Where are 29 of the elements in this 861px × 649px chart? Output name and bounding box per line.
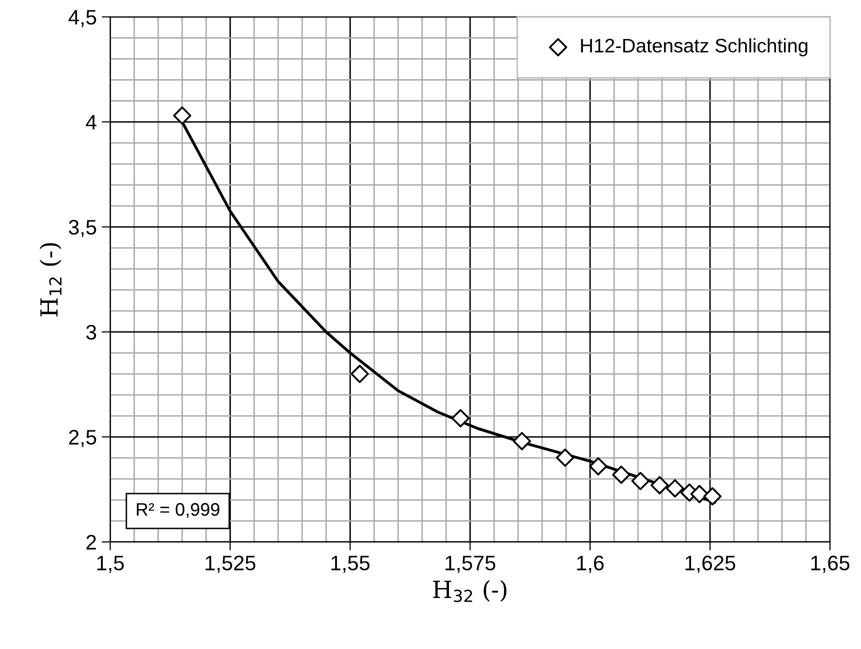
x-tick-label: 1,65 — [811, 556, 850, 573]
x-tick-label: 1,525 — [206, 556, 256, 573]
point — [173, 106, 192, 125]
x-tick-label: 1,625 — [686, 556, 736, 573]
y-tick-label: 3 — [86, 324, 96, 340]
y-tick-label: 3,5 — [68, 220, 96, 238]
point — [556, 448, 574, 467]
x-tick-label: 1,55 — [331, 556, 370, 573]
x-tick-label: 1,5 — [97, 556, 124, 573]
y-tick-label: 4,5 — [68, 10, 96, 28]
point — [512, 432, 532, 450]
point — [612, 466, 630, 484]
y-tick-label: 2 — [86, 534, 96, 550]
x-tick-label: 1,6 — [577, 556, 604, 573]
point — [451, 409, 470, 428]
legend-label: H12-Datensatz Schlichting — [581, 38, 808, 56]
y-tick-label: 4 — [86, 115, 96, 130]
point — [350, 364, 369, 384]
annotation: R² = 0,999 — [136, 503, 220, 518]
point — [666, 479, 684, 498]
point — [650, 476, 669, 494]
y-tick-label: 2,5 — [69, 430, 96, 448]
x-axis-title: H$_{32}$ (-) — [433, 580, 506, 602]
point — [631, 472, 650, 490]
point — [690, 484, 709, 504]
y-axis-title: H$_{12}$ (-) — [40, 243, 62, 316]
point — [703, 487, 722, 506]
x-tick-label: 1,575 — [446, 556, 496, 573]
point — [589, 457, 608, 476]
